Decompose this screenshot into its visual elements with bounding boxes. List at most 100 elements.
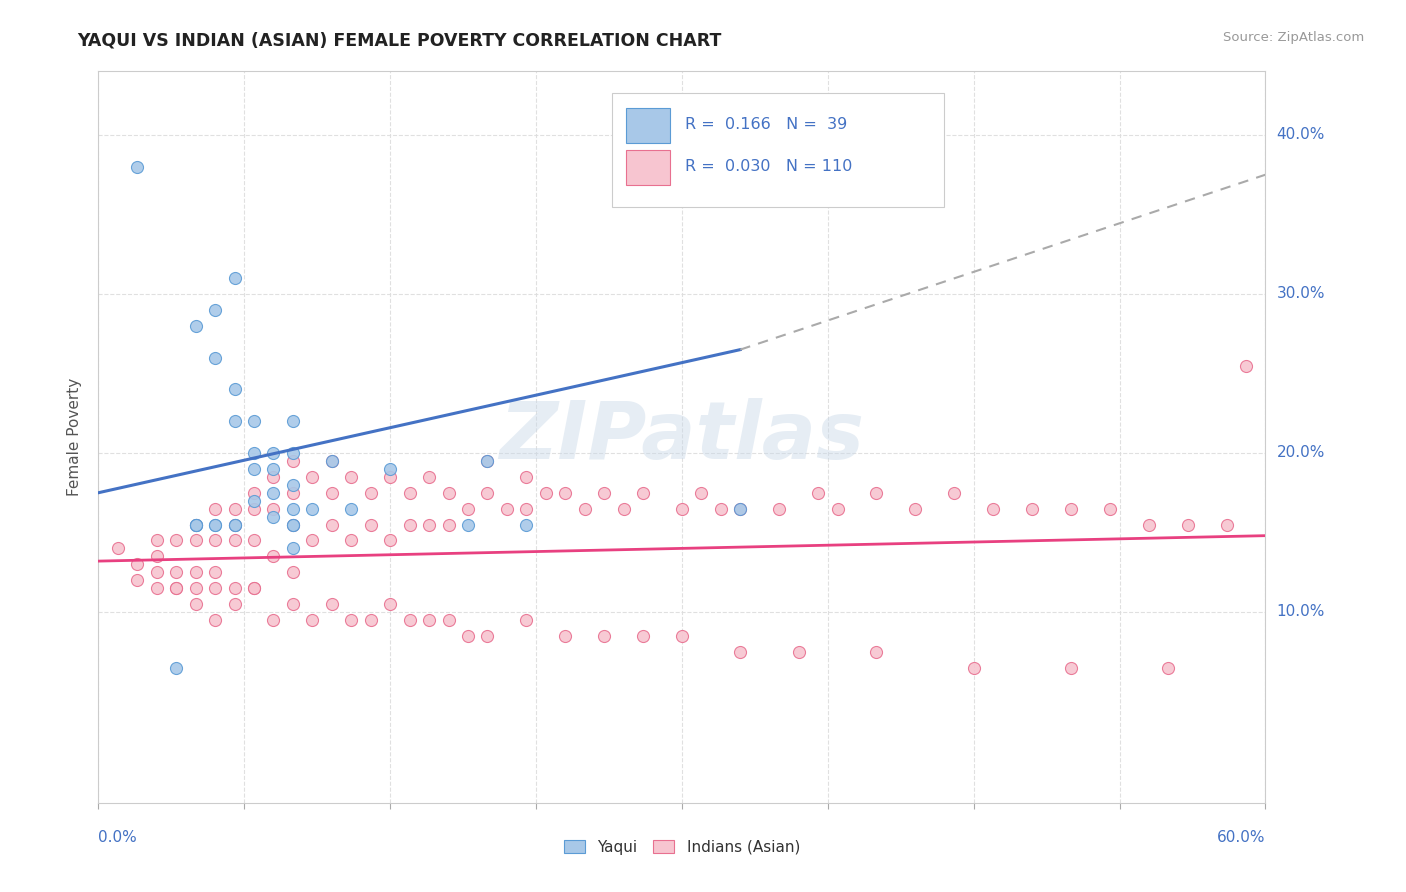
- Point: [1098, 501, 1121, 516]
- Point: [380, 597, 402, 611]
- Point: [224, 517, 246, 532]
- Point: [321, 517, 343, 532]
- Point: [224, 597, 246, 611]
- Point: [943, 485, 966, 500]
- Point: [243, 533, 266, 548]
- Point: [127, 573, 149, 587]
- Point: [204, 613, 226, 627]
- Point: [515, 613, 537, 627]
- Point: [204, 566, 226, 580]
- Point: [574, 501, 596, 516]
- Point: [457, 517, 479, 532]
- Point: [1021, 501, 1043, 516]
- Point: [204, 302, 226, 317]
- Point: [262, 613, 284, 627]
- Point: [243, 581, 266, 595]
- Point: [281, 414, 304, 428]
- Point: [534, 485, 557, 500]
- Point: [165, 660, 187, 674]
- Point: [262, 509, 284, 524]
- Point: [593, 629, 616, 643]
- Point: [340, 613, 363, 627]
- Point: [380, 470, 402, 484]
- Point: [301, 533, 323, 548]
- Point: [515, 470, 537, 484]
- Point: [321, 454, 343, 468]
- Text: YAQUI VS INDIAN (ASIAN) FEMALE POVERTY CORRELATION CHART: YAQUI VS INDIAN (ASIAN) FEMALE POVERTY C…: [77, 31, 721, 49]
- Point: [281, 477, 304, 491]
- Point: [224, 383, 246, 397]
- Text: ZIPatlas: ZIPatlas: [499, 398, 865, 476]
- Point: [671, 629, 693, 643]
- Point: [865, 485, 887, 500]
- Point: [730, 501, 752, 516]
- Point: [477, 454, 499, 468]
- Point: [807, 485, 830, 500]
- Point: [243, 446, 266, 460]
- Point: [165, 581, 187, 595]
- Point: [787, 645, 810, 659]
- Point: [398, 613, 420, 627]
- Point: [301, 470, 323, 484]
- Point: [360, 517, 382, 532]
- Point: [301, 501, 323, 516]
- Point: [243, 414, 266, 428]
- Point: [1177, 517, 1199, 532]
- Point: [340, 533, 363, 548]
- Point: [865, 645, 887, 659]
- Point: [184, 597, 207, 611]
- Point: [224, 517, 246, 532]
- FancyBboxPatch shape: [612, 94, 945, 207]
- Point: [981, 501, 1004, 516]
- Point: [281, 446, 304, 460]
- Point: [437, 517, 460, 532]
- Point: [457, 629, 479, 643]
- Point: [437, 613, 460, 627]
- Point: [515, 501, 537, 516]
- Point: [184, 566, 207, 580]
- Point: [1137, 517, 1160, 532]
- Text: 30.0%: 30.0%: [1277, 286, 1324, 301]
- Point: [146, 549, 169, 564]
- Point: [730, 501, 752, 516]
- Point: [262, 549, 284, 564]
- Point: [477, 485, 499, 500]
- Point: [554, 485, 576, 500]
- Point: [321, 485, 343, 500]
- Text: Source: ZipAtlas.com: Source: ZipAtlas.com: [1223, 31, 1364, 45]
- Legend: Yaqui, Indians (Asian): Yaqui, Indians (Asian): [558, 834, 806, 861]
- FancyBboxPatch shape: [626, 108, 671, 143]
- Point: [418, 470, 440, 484]
- Point: [380, 462, 402, 476]
- Point: [224, 271, 246, 285]
- Point: [690, 485, 713, 500]
- Point: [204, 517, 226, 532]
- Point: [224, 581, 246, 595]
- Point: [204, 581, 226, 595]
- Point: [281, 541, 304, 556]
- Point: [827, 501, 849, 516]
- Point: [477, 629, 499, 643]
- Point: [184, 517, 207, 532]
- Point: [340, 501, 363, 516]
- Point: [360, 613, 382, 627]
- Text: R =  0.030   N = 110: R = 0.030 N = 110: [685, 159, 853, 174]
- Point: [281, 501, 304, 516]
- Point: [360, 485, 382, 500]
- Point: [496, 501, 519, 516]
- Point: [418, 613, 440, 627]
- Point: [418, 517, 440, 532]
- Point: [262, 485, 284, 500]
- Text: 0.0%: 0.0%: [98, 830, 138, 845]
- Point: [224, 414, 246, 428]
- Point: [184, 581, 207, 595]
- Point: [301, 613, 323, 627]
- Point: [243, 462, 266, 476]
- Point: [321, 597, 343, 611]
- Point: [243, 485, 266, 500]
- Point: [398, 517, 420, 532]
- Point: [146, 566, 169, 580]
- Text: 10.0%: 10.0%: [1277, 605, 1324, 619]
- Point: [730, 645, 752, 659]
- Point: [613, 501, 636, 516]
